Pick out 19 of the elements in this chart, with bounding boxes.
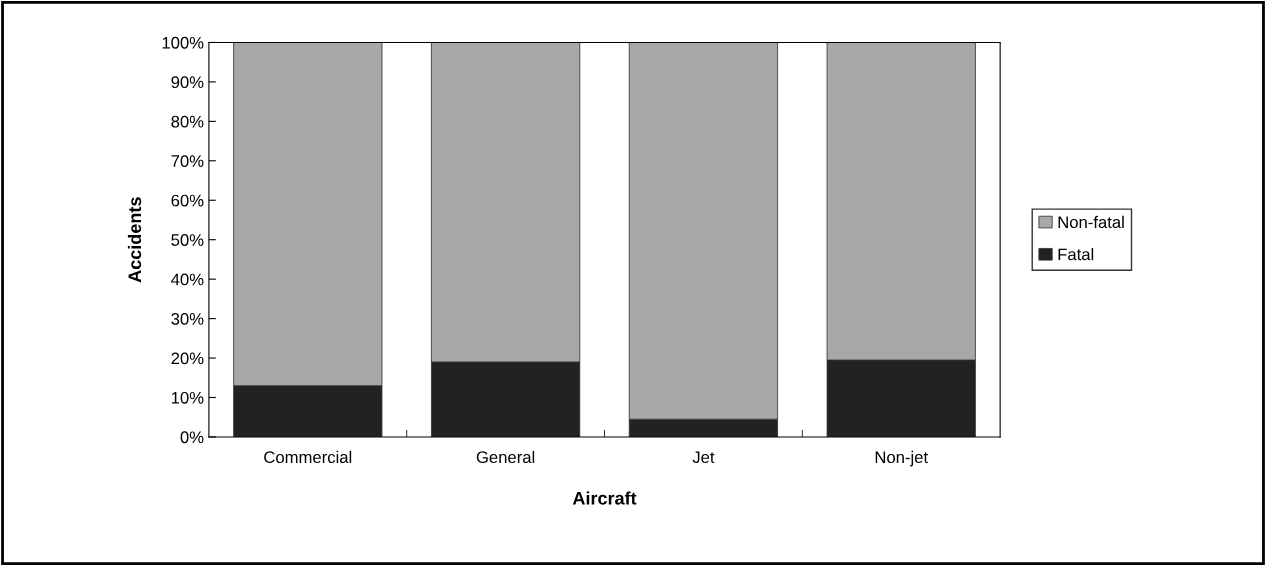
x-axis-title: Aircraft: [572, 491, 637, 505]
y-tick-label: 90%: [171, 76, 204, 89]
y-tick-label: 70%: [171, 155, 204, 167]
y-tick-label: 60%: [171, 194, 204, 207]
y-tick-label: 0%: [180, 431, 204, 444]
legend-label: Fatal: [1058, 248, 1094, 261]
y-tick-label: 30%: [171, 313, 204, 325]
x-tick-label: General: [476, 450, 535, 464]
y-tick-label: 10%: [171, 391, 204, 404]
y-tick-label: 100%: [162, 36, 204, 49]
legend-label: Non-fatal: [1058, 215, 1124, 229]
y-tick-label: 80%: [171, 115, 204, 128]
x-tick-label: Commercial: [264, 450, 352, 464]
y-tick-label: 50%: [171, 234, 204, 246]
y-tick-label: 40%: [171, 273, 204, 286]
x-tick-label: Jet: [692, 451, 715, 464]
x-tick-label: Non-jet: [875, 450, 928, 467]
y-axis-title: Accidents: [127, 197, 142, 283]
y-tick-label: 20%: [171, 352, 204, 365]
